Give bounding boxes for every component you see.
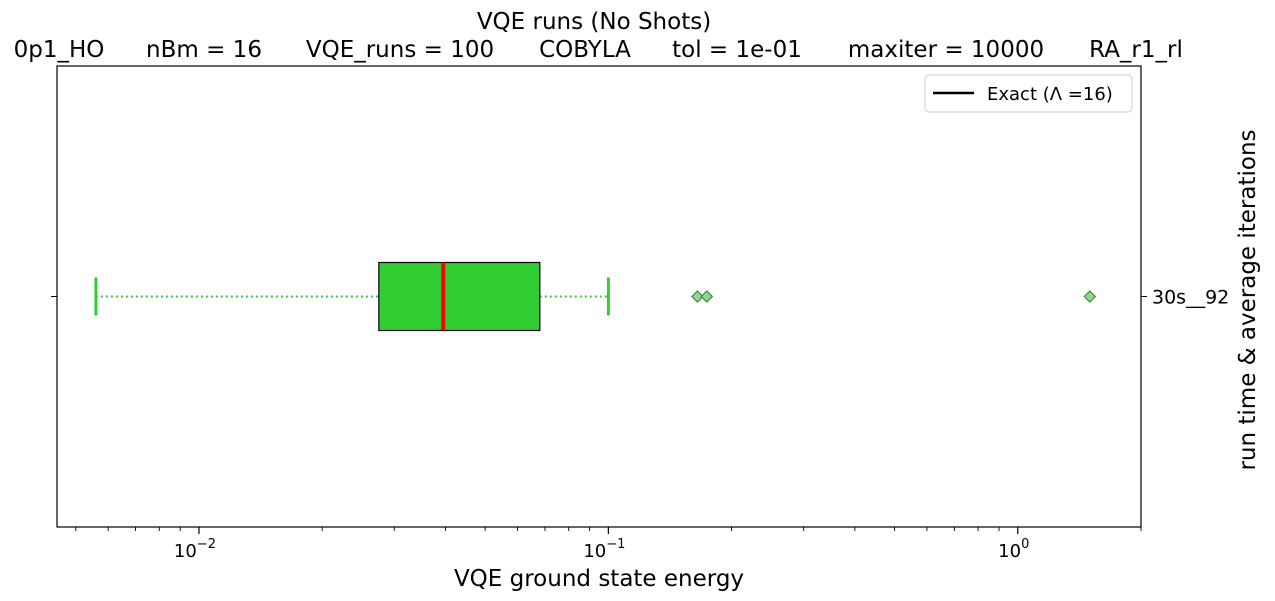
subtitle-part: maxiter = 10000 xyxy=(848,37,1044,63)
box-iqr xyxy=(378,261,541,332)
chart-title: VQE runs (No Shots) xyxy=(477,9,711,35)
x-tick-label: 10−1 xyxy=(583,537,625,562)
y-axis-label: run time & average iterations xyxy=(1235,129,1261,470)
legend-box xyxy=(924,74,1133,113)
box-series: 30s__92 xyxy=(51,261,1229,332)
legend-label-exact: Exact (Λ =16) xyxy=(987,84,1113,105)
x-tick-label: 100 xyxy=(998,537,1029,562)
subtitle-part: nBm = 16 xyxy=(146,37,262,63)
x-axis-ticks: 10−2 10−1 100 xyxy=(75,527,1142,562)
subtitle-part: tol = 1e-01 xyxy=(672,37,802,63)
outlier-point xyxy=(1083,290,1097,303)
plot-area-frame xyxy=(56,65,1142,528)
outlier-point xyxy=(691,290,704,303)
x-axis-label: VQE ground state energy xyxy=(454,566,744,592)
subtitle-part: COBYLA xyxy=(539,37,631,63)
subtitle-part: VQE_runs = 100 xyxy=(306,37,494,63)
category-label: 30s__92 xyxy=(1152,287,1229,309)
subtitle-part: 0p1_HO xyxy=(14,37,105,63)
legend: Exact (Λ =16) xyxy=(924,74,1133,113)
outlier-point xyxy=(700,290,714,303)
x-tick-label: 10−2 xyxy=(174,537,216,562)
chart-subtitle: 0p1_HO nBm = 16 VQE_runs = 100 COBYLA tol = … xyxy=(14,37,1183,63)
subtitle-part: RA_r1_rl xyxy=(1089,37,1183,63)
